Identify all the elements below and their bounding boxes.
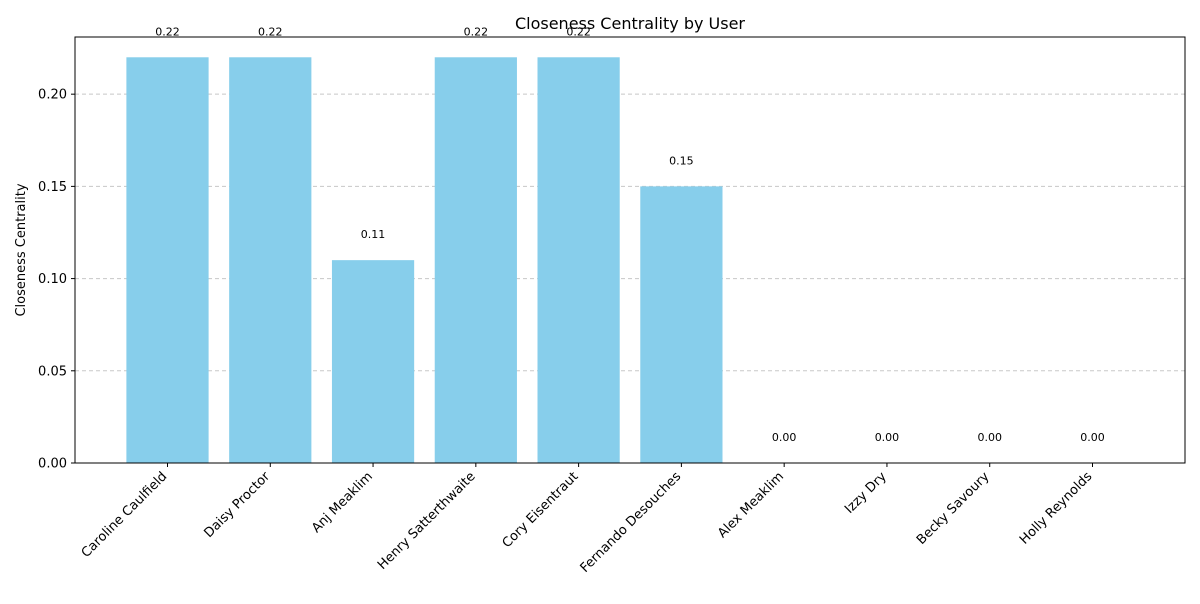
- bar: [229, 57, 312, 464]
- data-label: 0.00: [977, 431, 1002, 444]
- data-label: 0.00: [772, 431, 797, 444]
- y-tick-label: 0.15: [38, 180, 67, 195]
- bar: [537, 57, 620, 464]
- x-tick-label: Izzy Dry: [842, 469, 890, 517]
- data-label: 0.22: [464, 25, 489, 38]
- bar: [640, 186, 723, 463]
- x-tick-label: Henry Satterthwaite: [375, 469, 479, 573]
- bar: [126, 57, 209, 464]
- bar: [434, 57, 517, 464]
- x-tick-label: Alex Meaklim: [715, 469, 787, 541]
- x-tick-label: Caroline Caulfield: [79, 469, 171, 561]
- x-tick-label: Becky Savoury: [914, 469, 993, 548]
- data-label: 0.22: [258, 25, 283, 38]
- y-tick-label: 0.05: [38, 364, 67, 379]
- y-tick-label: 0.10: [38, 272, 67, 287]
- data-label: 0.22: [566, 25, 591, 38]
- x-tick-label: Fernando Desouches: [578, 469, 685, 576]
- x-tick-label: Cory Eisentraut: [500, 469, 582, 551]
- plot-frame: [74, 36, 1186, 464]
- data-label: 0.00: [1080, 431, 1105, 444]
- y-tick-label: 0.00: [38, 457, 67, 472]
- data-label: 0.15: [669, 154, 694, 167]
- chart-title: Closeness Centrality by User: [515, 14, 745, 33]
- x-tick-label: Anj Meaklim: [309, 469, 376, 536]
- data-label: 0.11: [361, 228, 386, 241]
- data-label: 0.00: [875, 431, 900, 444]
- y-tick-label: 0.20: [38, 88, 67, 103]
- bar-layer: [126, 57, 723, 464]
- y-axis-label: Closeness Centrality: [14, 183, 29, 316]
- data-label-layer: 0.22 0.22 0.11 0.22 0.22 0.15 0.00 0.00 0.00 0.00: [155, 25, 1105, 444]
- x-tick-label: Holly Reynolds: [1017, 469, 1095, 547]
- data-label: 0.22: [155, 25, 180, 38]
- bar: [331, 260, 415, 463]
- x-tick-label: Daisy Proctor: [201, 469, 273, 541]
